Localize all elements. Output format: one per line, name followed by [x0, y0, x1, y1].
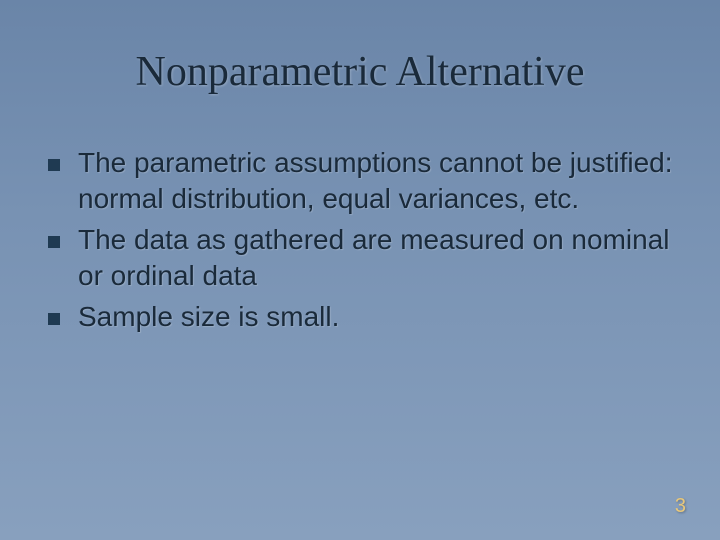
- square-bullet-icon: [48, 313, 60, 325]
- page-number: 3: [675, 495, 686, 518]
- slide: Nonparametric Alternative The parametric…: [0, 0, 720, 540]
- list-item: The parametric assumptions cannot be jus…: [48, 145, 680, 218]
- list-item: The data as gathered are measured on nom…: [48, 222, 680, 295]
- square-bullet-icon: [48, 236, 60, 248]
- bullet-text: The data as gathered are measured on nom…: [78, 222, 680, 295]
- bullet-text: Sample size is small.: [78, 299, 680, 335]
- slide-body: The parametric assumptions cannot be jus…: [48, 145, 680, 339]
- slide-title: Nonparametric Alternative: [0, 48, 720, 96]
- list-item: Sample size is small.: [48, 299, 680, 335]
- square-bullet-icon: [48, 159, 60, 171]
- bullet-text: The parametric assumptions cannot be jus…: [78, 145, 680, 218]
